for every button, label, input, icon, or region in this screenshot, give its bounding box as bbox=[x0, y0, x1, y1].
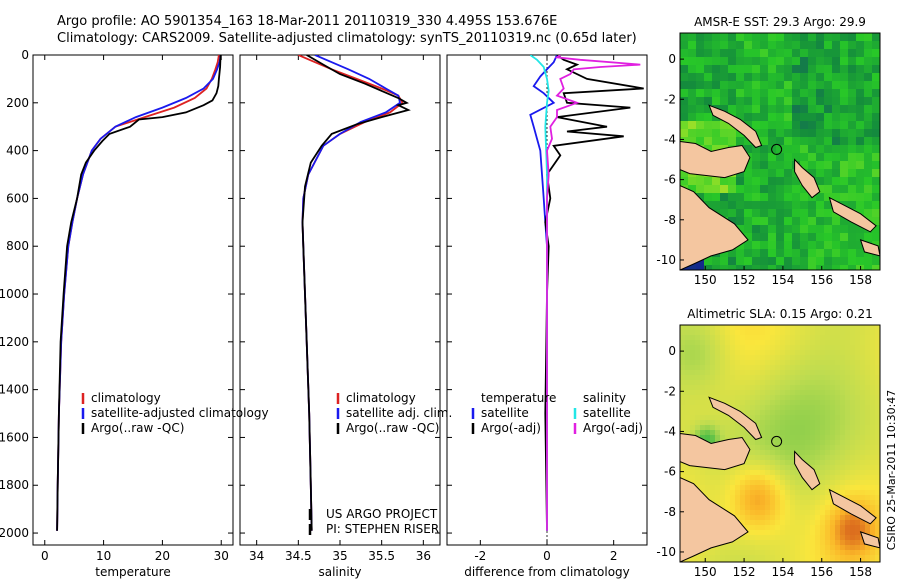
x-tick-label: 0 bbox=[41, 549, 49, 563]
x-tick-label: 152 bbox=[733, 273, 756, 287]
y-tick-label: -8 bbox=[664, 505, 676, 519]
legend-entry-label: satellite adj. clim. bbox=[346, 406, 452, 420]
x-tick-label: 152 bbox=[733, 565, 756, 579]
y-tick-label: -4 bbox=[664, 132, 676, 146]
x-axis-label: salinity bbox=[318, 565, 361, 579]
series-line-4 bbox=[546, 55, 641, 531]
profile-panel-3: -2 0 2 difference from climatology bbox=[446, 54, 648, 579]
y-tick-label: 1200 bbox=[0, 335, 29, 349]
x-tick-label: 156 bbox=[810, 273, 833, 287]
map-title: Altimetric SLA: 0.15 Argo: 0.21 bbox=[687, 307, 872, 321]
annotation-text: PI: STEPHEN RISER bbox=[326, 522, 439, 536]
profile-panel-1: 0 10 20 30 0 200 400 600 800 1000 1200 1400 1600 1800… bbox=[0, 48, 234, 579]
legend-entry-label: Argo(-adj) bbox=[481, 421, 541, 435]
figure-title-line2: Climatology: CARS2009. Satellite-adjuste… bbox=[57, 31, 637, 46]
land-polygon bbox=[859, 239, 880, 257]
legend-entry-label: Argo(..raw -QC) bbox=[91, 421, 184, 435]
land-polygon bbox=[859, 531, 880, 549]
y-tick-label: 600 bbox=[6, 191, 29, 205]
plot-frame bbox=[32, 54, 234, 546]
legend-entry-label: satellite-adjusted climatology bbox=[91, 406, 269, 420]
y-tick-label: -8 bbox=[664, 213, 676, 227]
x-tick-label: -2 bbox=[474, 549, 486, 563]
x-tick-label: 156 bbox=[810, 565, 833, 579]
x-tick-label: 150 bbox=[694, 565, 717, 579]
x-tick-label: 30 bbox=[214, 549, 229, 563]
y-tick-label: -2 bbox=[664, 384, 676, 398]
figure-title-line1: Argo profile: AO 5901354_163 18-Mar-2011… bbox=[57, 14, 558, 29]
map-field bbox=[680, 325, 880, 562]
x-axis-label: difference from climatology bbox=[464, 565, 630, 579]
legend-entry-label: satellite bbox=[481, 406, 529, 420]
y-tick-label: 0 bbox=[668, 52, 676, 66]
x-tick-label: 35 bbox=[332, 549, 347, 563]
legend-difference: temperature salinitysatelliteArgo(-adj)sa… bbox=[471, 391, 643, 435]
y-tick-label: -10 bbox=[656, 253, 676, 267]
land-polygon bbox=[680, 140, 751, 179]
y-tick-label: 1600 bbox=[0, 430, 29, 444]
x-tick-label: 20 bbox=[155, 549, 170, 563]
y-tick-label: 200 bbox=[6, 96, 29, 110]
y-tick-label: -6 bbox=[664, 173, 676, 187]
legend-entry-label: satellite bbox=[583, 406, 631, 420]
y-tick-label: 0 bbox=[668, 344, 676, 358]
legend-title-salinity: salinity bbox=[583, 391, 626, 405]
x-tick-label: 10 bbox=[96, 549, 111, 563]
land-polygon bbox=[794, 450, 821, 491]
legend-entry-label: Argo(-adj) bbox=[583, 421, 643, 435]
land-polygon bbox=[828, 196, 877, 233]
legend-entry-label: climatology bbox=[91, 391, 161, 405]
map-title: AMSR-E SST: 29.3 Argo: 29.9 bbox=[694, 15, 866, 29]
x-tick-label: 36 bbox=[416, 549, 431, 563]
land-polygon bbox=[680, 432, 751, 471]
y-tick-label: 0 bbox=[21, 48, 29, 62]
series-line-3 bbox=[56, 55, 222, 531]
y-tick-label: 2000 bbox=[0, 526, 29, 540]
x-tick-label: 35.5 bbox=[368, 549, 395, 563]
profile-panel-2: 34 34.5 35 35.5 36 salinity bbox=[239, 54, 441, 579]
legend-entry-label: Argo(..raw -QC) bbox=[346, 421, 439, 435]
y-tick-label: 800 bbox=[6, 239, 29, 253]
plot-frame bbox=[239, 54, 441, 546]
y-tick-label: -6 bbox=[664, 465, 676, 479]
land-polygon bbox=[828, 488, 877, 525]
x-axis-label: temperature bbox=[95, 565, 170, 579]
land-polygon bbox=[708, 104, 763, 149]
y-tick-label: 400 bbox=[6, 144, 29, 158]
y-tick-label: -10 bbox=[656, 545, 676, 559]
y-tick-label: 1400 bbox=[0, 383, 29, 397]
y-tick-label: 1800 bbox=[0, 478, 29, 492]
x-tick-label: 34.5 bbox=[285, 549, 312, 563]
land-polygon bbox=[794, 158, 821, 199]
land-polygon bbox=[680, 477, 749, 562]
x-tick-label: 2 bbox=[610, 549, 618, 563]
x-tick-label: 154 bbox=[771, 565, 794, 579]
y-tick-label: 1000 bbox=[0, 287, 29, 301]
footer-credit: CSIRO 25-Mar-2011 10:30:47 bbox=[885, 390, 898, 551]
map-frame bbox=[679, 32, 881, 271]
y-tick-label: -4 bbox=[664, 424, 676, 438]
y-tick-label: -2 bbox=[664, 92, 676, 106]
sst-map: 150 152 154 156 158 0 -2 -4 -6 -8 -10 AMSR-E SST: 2… bbox=[656, 15, 881, 287]
land-polygon bbox=[680, 185, 749, 270]
x-tick-label: 158 bbox=[849, 273, 872, 287]
legend-title-temperature: temperature bbox=[481, 391, 556, 405]
x-tick-label: 158 bbox=[849, 565, 872, 579]
land-polygon bbox=[708, 396, 763, 441]
legend-entry-label: climatology bbox=[346, 391, 416, 405]
argo-position-marker bbox=[771, 143, 783, 155]
map-field bbox=[680, 33, 880, 270]
x-tick-label: 154 bbox=[771, 273, 794, 287]
annotation-text: US ARGO PROJECT bbox=[326, 507, 438, 521]
sla-map: 150 152 154 156 158 0 -2 -4 -6 -8 -10 Altimetric SL… bbox=[656, 307, 881, 579]
x-tick-label: 34 bbox=[249, 549, 264, 563]
x-tick-label: 150 bbox=[694, 273, 717, 287]
argo-position-marker bbox=[771, 435, 783, 447]
x-tick-label: 0 bbox=[543, 549, 551, 563]
series-line-3 bbox=[301, 55, 411, 531]
map-frame bbox=[679, 324, 881, 563]
